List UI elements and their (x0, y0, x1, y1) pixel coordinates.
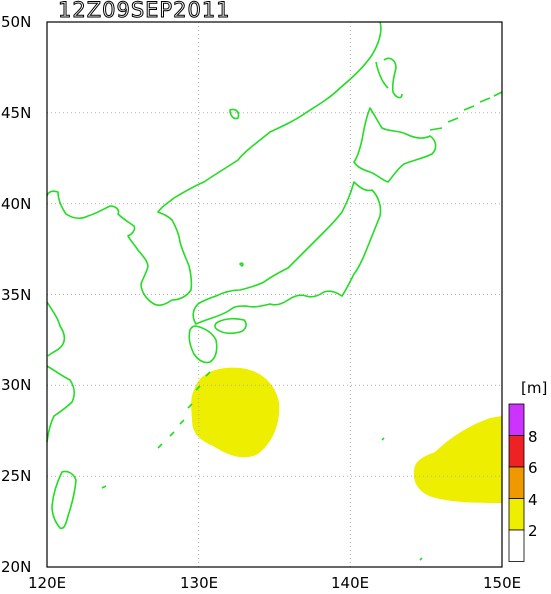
colorbar-legend: [m] 8 6 4 2 (508, 379, 547, 562)
legend-label-4: 4 (528, 491, 538, 509)
coastline (46, 21, 503, 561)
lat-label-20: 20N (1, 558, 31, 576)
legend-label-2: 2 (528, 522, 538, 540)
coast-taiwan (51, 470, 77, 530)
lat-label-40: 40N (1, 195, 31, 213)
map-frame (46, 21, 503, 568)
latitude-labels: 50N 45N 40N 35N 30N 25N 20N (1, 13, 31, 576)
coast-shikoku (214, 317, 247, 335)
legend-swatch-8+ (508, 403, 525, 436)
lat-label-45: 45N (1, 104, 31, 122)
legend-unit: [m] (521, 379, 547, 397)
coast-china-east (46, 301, 75, 443)
map-plot-area (46, 21, 503, 568)
longitude-labels: 120E 130E 140E 150E (28, 574, 521, 592)
lon-label-150: 150E (483, 574, 521, 592)
lon-label-120: 120E (28, 574, 66, 592)
coast-honshu (192, 181, 382, 325)
coast-kuril (429, 91, 503, 131)
legend-label-6: 6 (528, 459, 538, 477)
legend-swatch-6-8 (508, 435, 525, 468)
lat-label-25: 25N (1, 467, 31, 485)
coast-kyushu (188, 325, 218, 364)
legend-label-8: 8 (528, 428, 538, 446)
coast-sakhalin (375, 57, 403, 99)
wave-region-south-kyushu (191, 367, 280, 458)
wave-region-east-bonin (413, 416, 502, 503)
coast-islands (101, 108, 423, 561)
lat-label-50: 50N (1, 13, 31, 31)
lon-label-130: 130E (180, 574, 218, 592)
coast-hokkaido (353, 107, 437, 183)
coast-mainland (46, 21, 382, 307)
coast-ryukyu (157, 371, 211, 449)
lat-label-30: 30N (1, 376, 31, 394)
lon-label-140: 140E (331, 574, 369, 592)
lat-lon-grid (47, 22, 502, 567)
map-title: 12Z09SEP2011 (58, 0, 231, 22)
legend-swatch-2-4 (508, 498, 525, 531)
lat-label-35: 35N (1, 286, 31, 304)
legend-swatch-4-6 (508, 466, 525, 499)
legend-swatch-0-2 (508, 529, 525, 562)
